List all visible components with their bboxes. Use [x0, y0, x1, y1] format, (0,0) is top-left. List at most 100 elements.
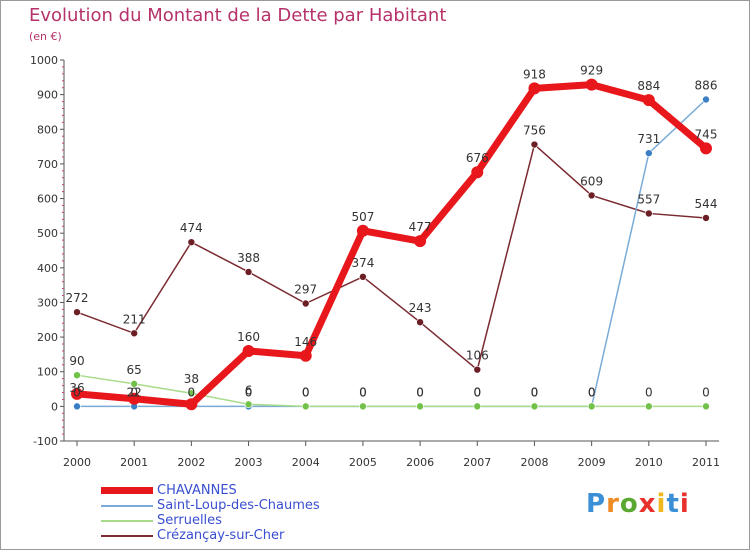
- logo-letter: o: [619, 489, 639, 519]
- data-point-3: [73, 308, 81, 316]
- data-point-0: [128, 392, 141, 405]
- data-label-2: 65: [127, 363, 142, 377]
- data-label-0: 146: [294, 335, 317, 349]
- data-label-3: 243: [409, 301, 432, 315]
- chart-legend: CHAVANNES Saint-Loup-des-Chaumes Serruelle…: [101, 483, 320, 543]
- logo-letter: t: [666, 489, 680, 519]
- data-label-1: 0: [588, 385, 596, 399]
- data-point-0: [71, 387, 83, 400]
- data-label-3: 474: [180, 221, 203, 235]
- data-point-0: [356, 224, 369, 237]
- data-point-0: [471, 166, 484, 179]
- chart-title: Evolution du Montant de la Dette par Hab…: [29, 5, 447, 26]
- x-tick-label: 2008: [520, 456, 548, 469]
- data-point-2: [473, 402, 482, 411]
- data-point-0: [528, 82, 541, 95]
- data-label-3: 272: [66, 291, 89, 305]
- data-point-3: [359, 273, 367, 281]
- data-point-2: [416, 402, 424, 411]
- series-line-0: [73, 81, 710, 408]
- data-point-2: [244, 400, 253, 409]
- data-point-3: [301, 299, 310, 308]
- data-label-0: 676: [466, 151, 489, 165]
- data-point-3: [587, 191, 596, 200]
- data-label-3: 544: [695, 197, 718, 211]
- data-label-0: 918: [523, 67, 546, 81]
- data-label-1: 0: [359, 385, 367, 399]
- data-point-2: [587, 402, 596, 411]
- legend-label: Serruelles: [157, 513, 222, 528]
- data-point-3: [130, 329, 138, 338]
- data-point-0: [242, 344, 255, 357]
- data-label-3: 756: [523, 124, 546, 138]
- data-label-3: 557: [637, 192, 660, 206]
- data-point-0: [585, 78, 598, 91]
- y-tick-label: 400: [37, 262, 58, 275]
- data-label-3: 211: [123, 312, 146, 326]
- legend-swatch: [101, 504, 153, 507]
- legend-item: Saint-Loup-des-Chaumes: [101, 498, 320, 513]
- data-label-1: 0: [473, 385, 481, 399]
- x-tick-label: 2011: [692, 456, 720, 469]
- data-label-2: 0: [473, 385, 481, 399]
- data-label-0: 929: [580, 64, 603, 78]
- data-point-0: [414, 235, 427, 248]
- legend-item: Crézançay-sur-Cher: [101, 528, 320, 543]
- legend-label: CHAVANNES: [157, 483, 237, 498]
- x-tick-label: 2005: [349, 456, 377, 469]
- data-point-3: [530, 140, 539, 149]
- x-tick-label: 2009: [578, 456, 606, 469]
- x-tick-label: 2006: [406, 456, 434, 469]
- y-tick-label: 200: [37, 331, 58, 344]
- data-label-2: 0: [359, 385, 367, 399]
- data-label-0: 507: [351, 210, 374, 224]
- data-label-2: 38: [184, 372, 199, 386]
- proxiti-logo: Proxiti: [586, 489, 690, 519]
- data-point-0: [700, 142, 712, 155]
- data-label-0: 477: [409, 220, 432, 234]
- data-label-2: 6: [245, 383, 253, 397]
- data-label-2: 0: [302, 385, 310, 399]
- legend-swatch: [101, 534, 153, 537]
- data-point-1: [645, 149, 653, 157]
- data-label-2: 0: [645, 385, 653, 399]
- data-point-3: [645, 209, 653, 218]
- logo-letter: r: [606, 489, 620, 519]
- data-label-1: 0: [188, 385, 196, 399]
- data-point-2: [130, 380, 138, 388]
- data-point-3: [416, 318, 424, 326]
- y-tick-label: 700: [37, 158, 58, 171]
- logo-letter: x: [638, 489, 657, 519]
- data-label-1: 0: [302, 385, 310, 399]
- data-label-2: 0: [588, 385, 596, 399]
- series-line-2: [76, 374, 707, 408]
- series-line-3: [76, 143, 707, 371]
- data-label-3: 609: [580, 174, 603, 188]
- series-line-1: [76, 98, 707, 408]
- data-label-2: 0: [531, 385, 539, 399]
- data-label-0: 884: [637, 79, 660, 93]
- data-label-3: 388: [237, 251, 260, 265]
- data-label-3: 106: [466, 349, 489, 363]
- data-label-0: 22: [127, 386, 142, 400]
- legend-item: Serruelles: [101, 513, 320, 528]
- data-label-1: 0: [531, 385, 539, 399]
- data-point-3: [244, 268, 253, 276]
- legend-swatch: [101, 487, 153, 494]
- data-label-1: 886: [695, 78, 718, 92]
- data-point-2: [645, 402, 653, 411]
- y-tick-label: 300: [37, 296, 58, 309]
- logo-letter: i: [656, 489, 667, 519]
- data-label-0: 745: [695, 127, 718, 141]
- y-tick-label: 1000: [30, 54, 58, 67]
- y-tick-label: 0: [51, 400, 58, 413]
- logo-letter: i: [679, 489, 690, 519]
- x-tick-label: 2004: [292, 456, 320, 469]
- data-point-3: [473, 365, 482, 374]
- data-point-2: [301, 402, 310, 411]
- data-point-2: [702, 402, 710, 411]
- y-tick-label: 800: [37, 123, 58, 136]
- data-point-2: [530, 402, 539, 411]
- data-label-3: 374: [351, 256, 374, 270]
